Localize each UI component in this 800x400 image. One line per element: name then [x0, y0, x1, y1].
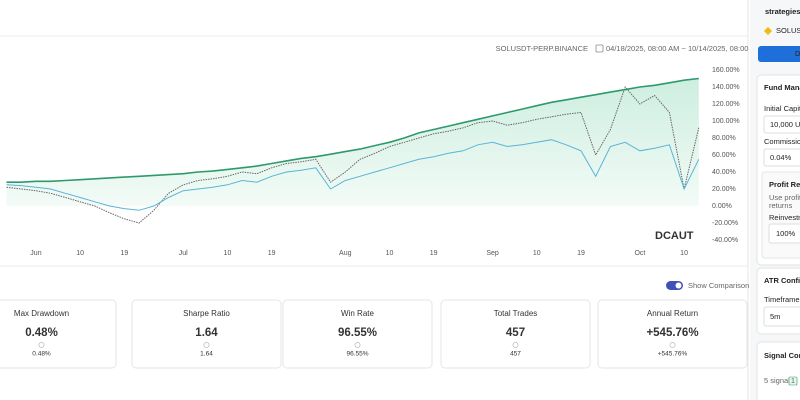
x-tick-label: Jul [179, 250, 188, 257]
stat-label: Sharpe Ratio [183, 309, 230, 318]
compare-icon [203, 342, 210, 348]
y-tick-label: 140.00% [712, 84, 740, 91]
run-button-label: D [795, 49, 800, 58]
select-value: 5m [770, 312, 780, 321]
y-tick-label: 80.00% [712, 135, 736, 142]
signal-badge-text: 1 [791, 376, 795, 385]
label: Commission [764, 137, 800, 146]
symbol: SOLUSDT-PERP.BINANCE [496, 44, 588, 53]
profit-desc: Use profit [769, 193, 800, 202]
toggle-knob [675, 282, 682, 289]
stats: Max Drawdown 0.48% 0.48% Sharpe Ratio 1.64 1.… [0, 299, 748, 369]
y-tick-label: 60.00% [712, 152, 736, 159]
sidebar-title: strategies [765, 7, 800, 16]
signal-card [756, 341, 800, 400]
input[interactable] [768, 223, 800, 244]
profit-title: Profit Rei [769, 180, 800, 189]
y-tick-label: 120.00% [712, 101, 740, 108]
x-tick-label: 10 [386, 250, 394, 257]
y-tick-label: 100.00% [712, 118, 740, 125]
x-tick-label: 19 [268, 250, 276, 257]
compare-icon [669, 342, 676, 348]
compare-icon [512, 342, 519, 348]
x-tick-label: 10 [224, 250, 232, 257]
y-tick-label: -20.00% [712, 220, 738, 227]
x-tick-label: 10 [76, 250, 84, 257]
select[interactable] [763, 306, 800, 327]
signal-badge [788, 376, 798, 386]
series-line [6, 139, 700, 211]
x-tick-label: Jun [30, 250, 41, 257]
stat-value: 96.55% [338, 327, 377, 339]
x-tick-label: 10 [680, 250, 688, 257]
toggle-label: Show Comparison [688, 281, 749, 290]
input[interactable] [763, 148, 800, 167]
fund-title: Fund Mana [764, 83, 800, 92]
x-tick-label: 19 [430, 250, 438, 257]
date-range: 04/18/2025, 08:00 AM ~ 10/14/2025, 08:00… [606, 44, 761, 53]
stat-card [597, 299, 748, 369]
stat-card [282, 299, 433, 369]
atr-title: ATR Config [764, 276, 800, 285]
stat-label: Total Trades [494, 309, 538, 318]
stat-card [0, 299, 117, 369]
x-tick-label: Oct [634, 250, 645, 257]
stat-compare: 96.55% [346, 351, 368, 358]
x-tick-label: Aug [339, 250, 352, 257]
stat-label: Max Drawdown [14, 309, 69, 318]
stat-compare: 457 [510, 351, 521, 358]
coin-icon [764, 27, 772, 35]
x-tick-label: 19 [577, 250, 585, 257]
y-tick-label: -40.00% [712, 237, 738, 244]
label: Timeframe [764, 295, 800, 304]
stat-card [440, 299, 591, 369]
input-value: 0.04% [770, 153, 792, 162]
series-line [6, 77, 699, 183]
run-button[interactable] [758, 46, 800, 62]
y-tick-label: 40.00% [712, 169, 736, 176]
sidebar-symbol: SOLUSD [776, 26, 800, 35]
logo: DCAUT [655, 230, 694, 242]
signal-title: Signal Con [764, 351, 800, 360]
x-tick-label: 10 [533, 250, 541, 257]
input-value: 10,000 U [770, 120, 800, 129]
stat-compare: +545.76% [658, 351, 688, 358]
stat-compare: 0.48% [32, 351, 51, 358]
stat-label: Win Rate [341, 309, 374, 318]
stat-card [131, 299, 282, 369]
input-value: 100% [776, 229, 796, 238]
y-tick-label: 0.00% [712, 203, 732, 210]
calendar-icon [595, 44, 604, 53]
stat-value: +545.76% [646, 327, 698, 339]
y-tick-label: 160.00% [712, 67, 740, 74]
stat-value: 1.64 [195, 327, 218, 339]
stat-value: 0.48% [25, 327, 58, 339]
input[interactable] [763, 115, 800, 134]
stat-value: 457 [506, 327, 525, 339]
profit-desc: returns [769, 201, 793, 210]
signal-text: 5 signal: [764, 376, 792, 385]
stat-compare: 1.64 [200, 351, 213, 358]
label: Initial Capital [764, 104, 800, 113]
series-line [6, 86, 700, 224]
y-tick-label: 20.00% [712, 186, 736, 193]
label: Reinvestm [769, 213, 800, 222]
chart: 160.00%140.00%120.00%100.00%80.00%60.00%… [6, 67, 740, 257]
compare-icon [354, 342, 361, 348]
compare-icon [38, 342, 45, 348]
stat-label: Annual Return [647, 309, 698, 318]
x-tick-label: 19 [120, 250, 128, 257]
x-tick-label: Sep [486, 250, 499, 257]
